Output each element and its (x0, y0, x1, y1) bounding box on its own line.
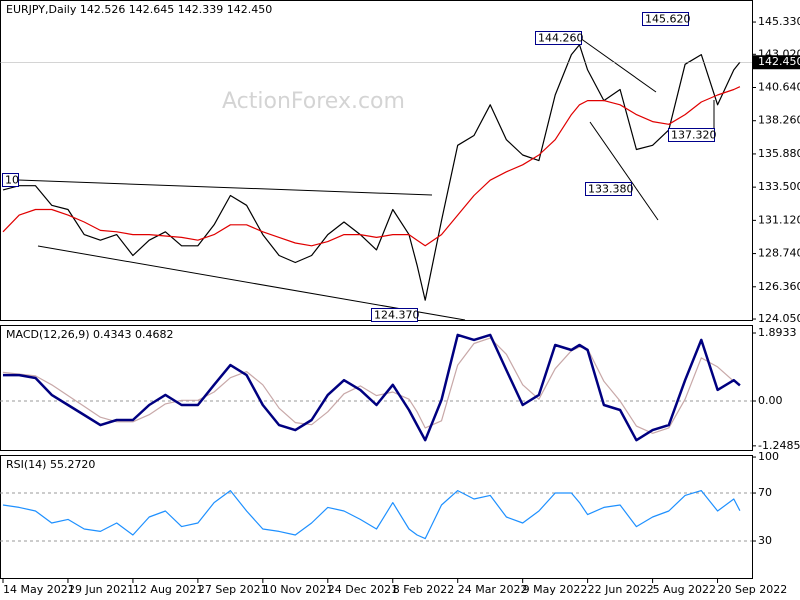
trendline (37, 245, 466, 321)
annotation-label: 10 (5, 174, 19, 187)
y-tick-label: 30 (758, 534, 772, 547)
x-tick-label: 14 May 2021 (3, 583, 75, 596)
series-line (2, 44, 741, 301)
y-tick-label: 124.050 (758, 312, 800, 325)
annotation-label: 144.260 (538, 32, 584, 45)
annotation-label: 137.320 (671, 129, 717, 142)
panel-title: RSI(14) 55.2720 (6, 458, 95, 471)
y-tick-label: -1.2485 (758, 439, 800, 452)
x-tick-label: 9 May 2022 (523, 583, 588, 596)
y-tick-label: 145.330 (758, 15, 800, 28)
trendlines (17, 37, 715, 321)
x-tick-label: 5 Aug 2022 (653, 583, 716, 596)
series-line (2, 86, 741, 247)
series-line (2, 337, 741, 434)
annotation-label: 145.620 (645, 13, 691, 26)
y-tick-label: 138.260 (758, 114, 800, 127)
annotation-box (371, 308, 418, 322)
annotation-label: 133.380 (588, 183, 634, 196)
watermark: ActionForex.com (222, 89, 405, 114)
x-tick-label: 8 Feb 2022 (393, 583, 454, 596)
y-tick-label: 131.120 (758, 213, 800, 226)
panel-frame (0, 455, 753, 579)
annotation-box (668, 128, 715, 142)
trendline (17, 179, 433, 196)
y-tick-label: 128.740 (758, 247, 800, 260)
y-tick-label: 140.640 (758, 81, 800, 94)
y-tick-label: 126.360 (758, 280, 800, 293)
x-tick-label: 10 Nov 2021 (263, 583, 333, 596)
x-tick-label: 22 Jun 2022 (588, 583, 654, 596)
y-tick-label: 1.8933 (758, 326, 797, 339)
trendline (579, 37, 657, 93)
panel-title: MACD(12,26,9) 0.4343 0.4682 (6, 328, 174, 341)
x-tick-label: 27 Sep 2021 (198, 583, 268, 596)
panel-title: EURJPY,Daily 142.526 142.645 142.339 142… (6, 3, 272, 16)
panel-frame (0, 325, 753, 451)
annotation-box (535, 31, 582, 45)
x-tick-label: 29 Jun 2021 (68, 583, 134, 596)
price-tag (752, 55, 800, 70)
y-tick-label: 133.500 (758, 180, 800, 193)
price-tag-label: 142.450 (758, 55, 800, 68)
y-tick-label: 70 (758, 486, 772, 499)
y-tick-label: 135.880 (758, 147, 800, 160)
x-tick-label: 12 Aug 2021 (133, 583, 203, 596)
annotation-box (585, 182, 632, 196)
annotation-box (642, 12, 689, 26)
y-tick-label: 100 (758, 450, 779, 463)
x-tick-label: 24 Mar 2022 (458, 583, 528, 596)
series-line (2, 490, 741, 540)
x-tick-label: 20 Sep 2022 (718, 583, 788, 596)
annotation-label: 124.370 (374, 309, 420, 322)
trendline (589, 121, 659, 221)
y-tick-label: 0.00 (758, 394, 783, 407)
x-tick-label: 24 Dec 2021 (328, 583, 398, 596)
series-line (3, 333, 741, 442)
annotation-box (2, 173, 19, 187)
